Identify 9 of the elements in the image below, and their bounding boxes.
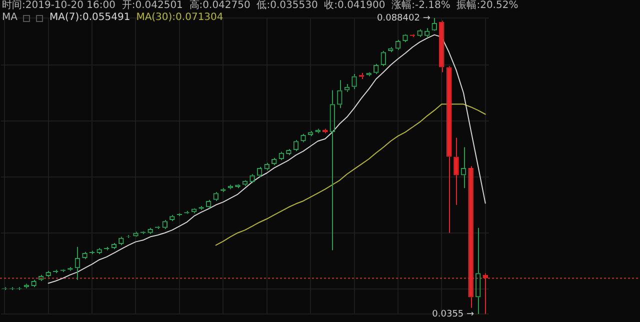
candlestick [468, 166, 474, 308]
annotation: MA(30):0.071304 [136, 12, 224, 24]
annotation: MA(7):0.055491 [49, 12, 130, 24]
candlestick [446, 66, 452, 234]
annotation: MA [2, 12, 18, 24]
annotation: 0.088402 → [377, 13, 431, 24]
candlestick [454, 137, 459, 206]
candlestick [439, 20, 444, 73]
annotation: 0.0355 → [432, 309, 475, 320]
